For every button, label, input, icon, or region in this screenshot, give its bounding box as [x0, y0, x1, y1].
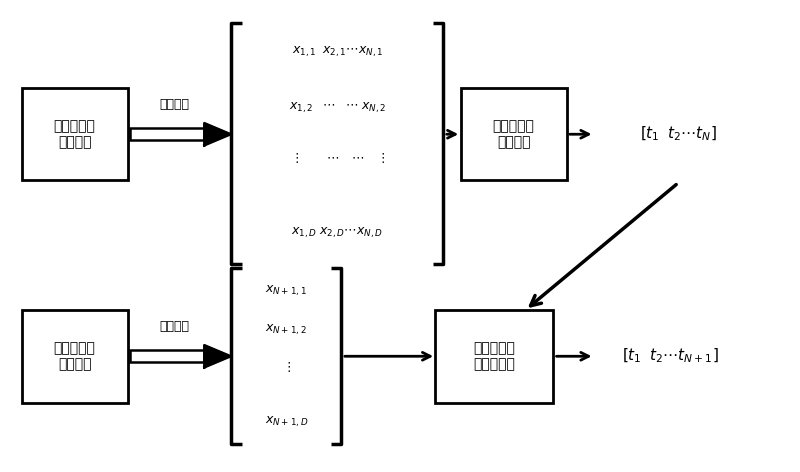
Text: 特征提取: 特征提取	[159, 320, 190, 333]
Text: $\vdots \quad\quad\cdots \quad\cdots \quad \vdots$: $\vdots \quad\quad\cdots \quad\cdots \qu…	[290, 151, 385, 165]
Text: 局部切空间
流形学习: 局部切空间 流形学习	[493, 119, 534, 149]
Text: $x_{1,1}\;\; x_{2,1} \cdots x_{N,1}$: $x_{1,1}\;\; x_{2,1} \cdots x_{N,1}$	[291, 45, 383, 59]
Text: $x_{N+1,1}$: $x_{N+1,1}$	[266, 284, 307, 298]
Text: $[t_1 \;\; t_2 \cdots t_N]$: $[t_1 \;\; t_2 \cdots t_N]$	[640, 125, 717, 143]
Bar	[435, 310, 553, 403]
Bar	[22, 88, 127, 180]
Polygon shape	[204, 345, 230, 367]
Polygon shape	[204, 123, 230, 145]
Text: $x_{N+1,2}$: $x_{N+1,2}$	[266, 323, 307, 337]
Bar	[461, 88, 566, 180]
Text: 多通道信号
在线数据: 多通道信号 在线数据	[54, 341, 95, 371]
Text: $[t_1 \;\; t_2 \cdots t_{N+1}]$: $[t_1 \;\; t_2 \cdots t_{N+1}]$	[622, 347, 719, 365]
Bar	[130, 350, 204, 362]
Text: $\vdots$: $\vdots$	[282, 360, 290, 374]
Bar	[130, 128, 204, 140]
Text: $x_{1,2}\;\;\; \cdots \;\;\;\cdots\; x_{N,2}$: $x_{1,2}\;\;\; \cdots \;\;\;\cdots\; x_{…	[289, 100, 386, 115]
Text: 多通道信号
先验数据: 多通道信号 先验数据	[54, 119, 95, 149]
Text: $x_{N+1,D}$: $x_{N+1,D}$	[265, 414, 308, 429]
Text: 增量式非线
性流形学习: 增量式非线 性流形学习	[473, 341, 515, 371]
Text: 特征提取: 特征提取	[159, 98, 190, 111]
Text: $x_{1,D}\; x_{2,D} \cdots x_{N,D}$: $x_{1,D}\; x_{2,D} \cdots x_{N,D}$	[291, 225, 383, 240]
Bar	[22, 310, 127, 403]
